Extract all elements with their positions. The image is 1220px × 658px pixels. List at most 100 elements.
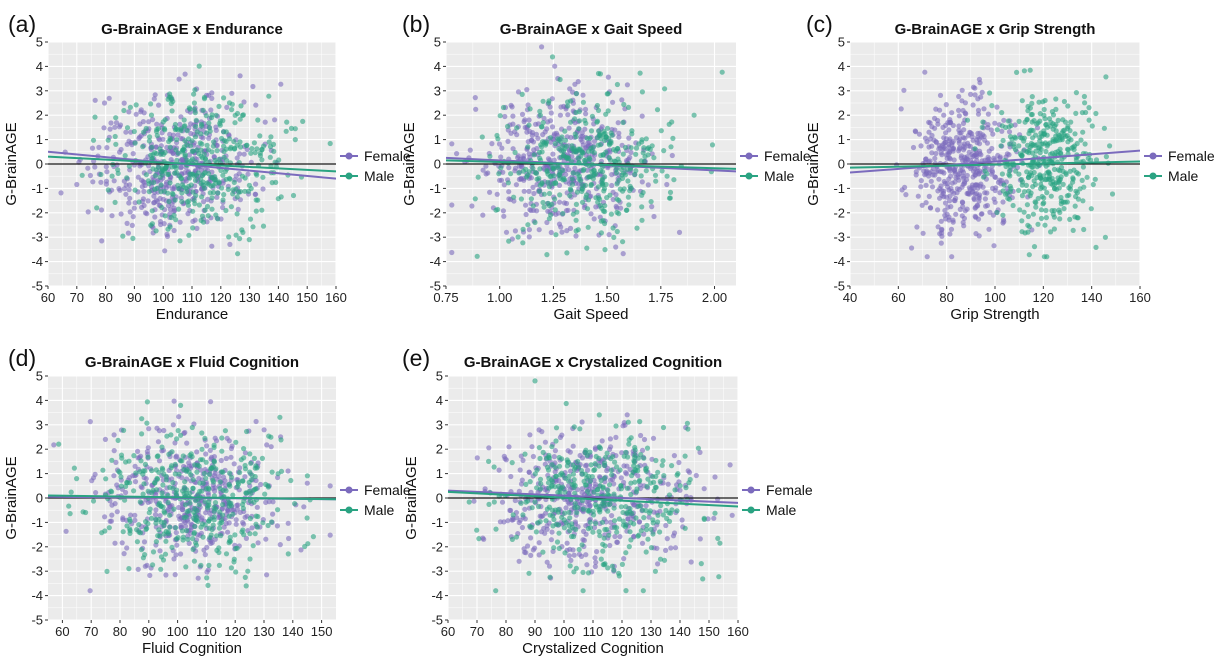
point-male	[154, 151, 160, 157]
point-female	[568, 557, 574, 564]
point-male	[628, 435, 634, 441]
point-male	[573, 217, 579, 223]
point-female	[138, 109, 144, 115]
point-male	[109, 489, 115, 495]
point-male	[691, 112, 697, 118]
point-male	[655, 469, 661, 475]
panel-label: (d)	[8, 345, 36, 371]
point-male	[650, 531, 656, 537]
point-female	[523, 211, 529, 218]
point-male	[605, 487, 611, 493]
point-male	[217, 120, 223, 127]
point-male	[181, 515, 187, 521]
legend-label: Male	[766, 502, 797, 518]
point-male	[170, 485, 176, 491]
point-female	[266, 499, 272, 505]
point-male	[614, 81, 621, 88]
point-female	[229, 90, 235, 96]
legend-marker	[345, 152, 353, 160]
point-male	[597, 533, 603, 539]
point-female	[216, 474, 222, 480]
point-female	[579, 419, 585, 425]
point-male	[602, 208, 608, 215]
point-male	[262, 491, 268, 497]
point-female	[540, 132, 546, 138]
point-male	[169, 544, 175, 551]
x-tick-label: 120	[224, 624, 246, 639]
point-female	[535, 135, 541, 141]
point-female	[188, 130, 194, 137]
point-female	[199, 515, 205, 521]
point-male	[271, 148, 277, 154]
point-male	[568, 119, 574, 125]
point-female	[131, 162, 137, 168]
point-female	[525, 102, 531, 108]
point-male	[628, 520, 634, 526]
point-male	[1042, 97, 1048, 104]
point-male	[532, 471, 538, 477]
point-female	[186, 152, 193, 158]
point-male	[555, 507, 561, 513]
point-female	[618, 475, 624, 481]
point-male	[543, 518, 549, 524]
point-male	[578, 178, 584, 184]
point-male	[1081, 93, 1087, 100]
point-male	[567, 186, 574, 192]
legend-label: Female	[364, 148, 411, 164]
point-male	[194, 129, 200, 135]
point-male	[999, 110, 1005, 116]
point-female	[234, 502, 240, 508]
point-male	[204, 575, 210, 581]
point-male	[200, 179, 206, 185]
point-male	[540, 98, 546, 104]
point-female	[910, 144, 917, 151]
point-male	[204, 203, 211, 210]
point-male	[1029, 164, 1035, 170]
point-female	[712, 474, 718, 480]
point-male	[1053, 136, 1059, 142]
point-female	[111, 178, 117, 184]
point-male	[1057, 168, 1063, 174]
point-male	[175, 535, 181, 541]
point-female	[580, 92, 586, 98]
point-male	[579, 199, 586, 205]
x-tick-label: 1.00	[487, 290, 512, 305]
point-female	[929, 150, 935, 156]
point-male	[628, 491, 634, 498]
point-male	[550, 523, 556, 529]
point-female	[139, 485, 145, 491]
y-tick-label: -2	[31, 539, 43, 554]
point-female	[225, 508, 231, 514]
point-male	[532, 378, 538, 384]
legend-marker	[747, 506, 755, 514]
point-male	[600, 561, 606, 568]
point-female	[957, 206, 963, 212]
point-male	[540, 199, 546, 206]
point-male	[638, 173, 644, 179]
point-male	[1046, 116, 1053, 122]
point-male	[159, 490, 165, 496]
point-male	[643, 136, 649, 142]
point-male	[609, 472, 615, 478]
point-female	[108, 518, 114, 524]
y-tick-label: 2	[36, 442, 43, 457]
point-male	[237, 189, 244, 195]
point-male	[194, 469, 200, 475]
point-female	[924, 254, 930, 260]
point-male	[146, 138, 152, 144]
point-male	[170, 480, 176, 486]
point-male	[216, 525, 223, 531]
y-tick-label: 1	[434, 132, 441, 147]
point-male	[175, 150, 181, 156]
point-female	[231, 461, 237, 467]
point-male	[530, 165, 536, 172]
point-male	[491, 499, 497, 505]
point-male	[523, 481, 529, 487]
point-female	[526, 188, 532, 194]
point-male	[495, 206, 501, 213]
point-male	[684, 420, 691, 426]
point-male	[619, 561, 626, 568]
point-male	[682, 453, 688, 459]
